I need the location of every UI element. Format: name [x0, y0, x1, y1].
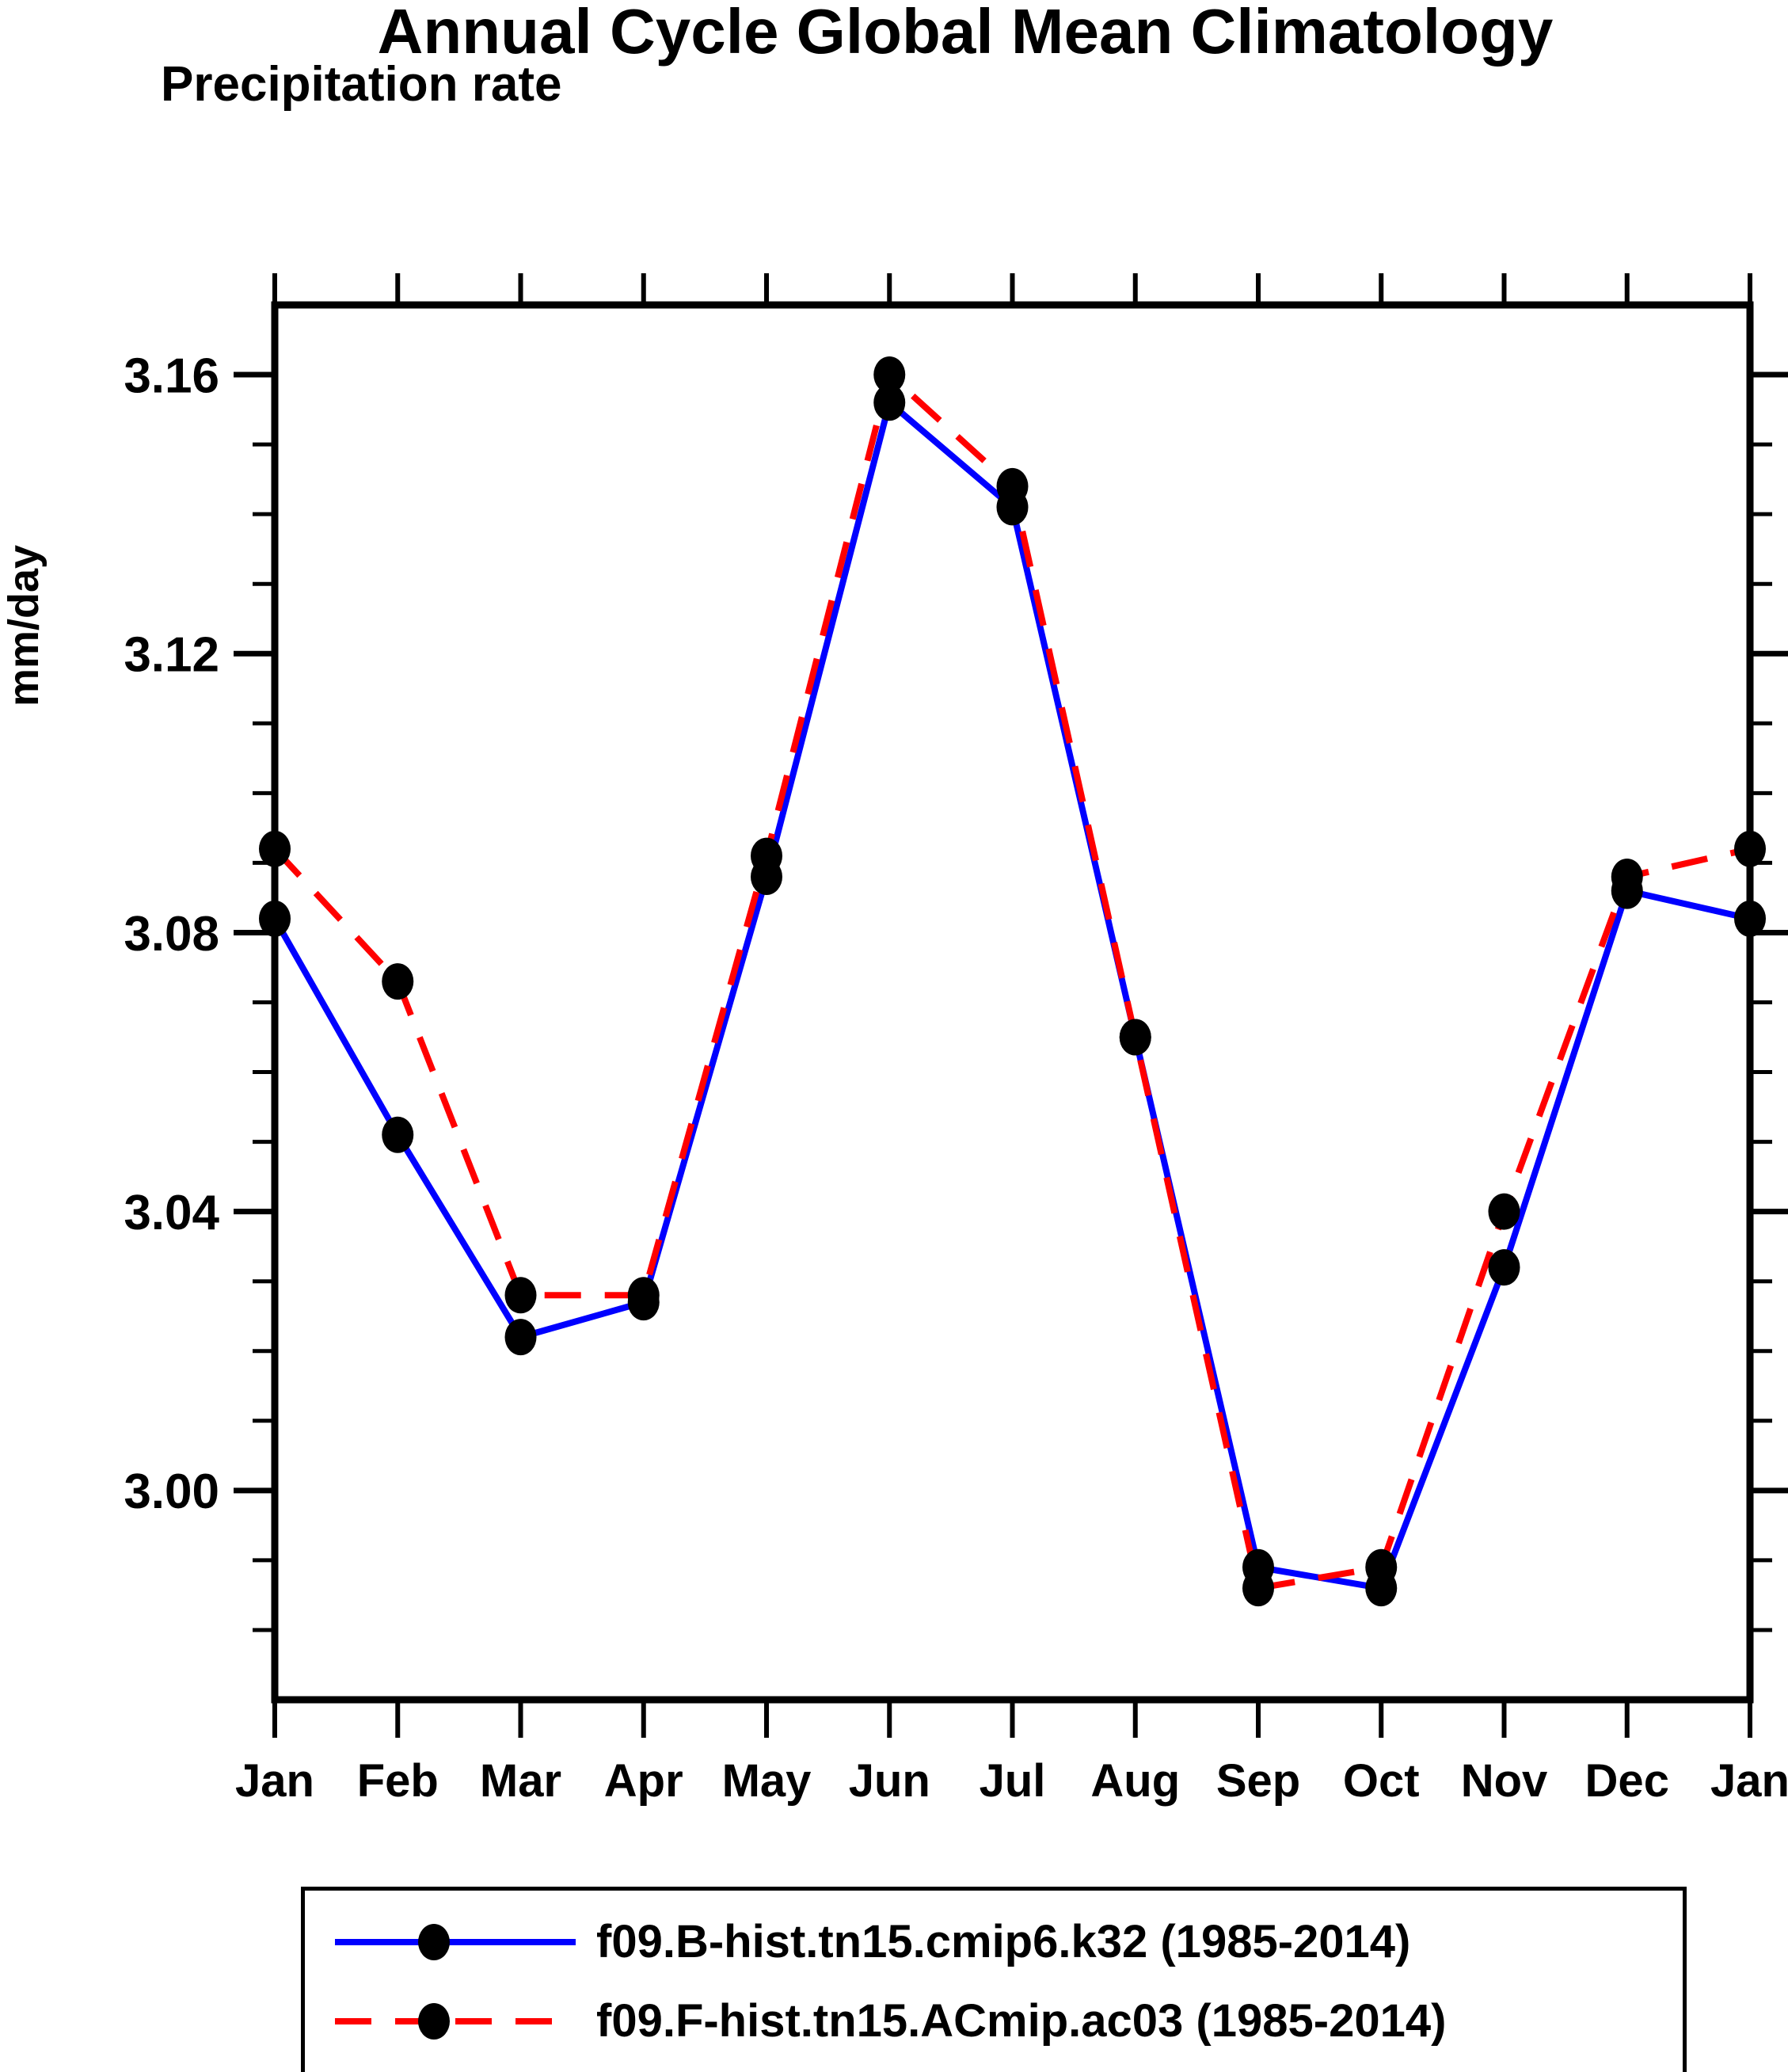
y-axis-tick-label: 3.12: [124, 628, 219, 683]
legend-line-sample-dashed: [335, 2003, 576, 2040]
x-axis-label: Oct: [1343, 1755, 1420, 1807]
legend-line-sample-solid: [335, 1924, 576, 1960]
data-point-marker-f-hist: [627, 1277, 660, 1314]
legend: f09.B-hist.tn15.cmip6.k32 (1985-2014) f0…: [301, 1887, 1687, 2072]
data-point-marker-f-hist: [1734, 830, 1766, 867]
data-point-marker-b-hist: [1488, 1249, 1520, 1286]
data-point-marker-f-hist: [873, 356, 906, 394]
series-line-b-hist: [272, 397, 1751, 1592]
data-point-marker-f-hist: [1119, 1019, 1151, 1056]
data-point-marker-b-hist: [873, 384, 906, 421]
legend-label-b-hist: f09.B-hist.tn15.cmip6.k32 (1985-2014): [596, 1916, 1411, 1967]
data-point-marker-f-hist: [751, 837, 782, 874]
x-axis-label: Apr: [604, 1755, 683, 1807]
x-axis-label: May: [722, 1755, 812, 1807]
chart-subtitle: Precipitation rate: [161, 57, 562, 112]
x-axis-label: Mar: [480, 1755, 561, 1807]
legend-label-f-hist: f09.F-hist.tn15.ACmip.ac03 (1985-2014): [596, 1995, 1447, 2047]
x-axis-label: Sep: [1216, 1755, 1300, 1807]
y-axis-tick-label: 3.00: [124, 1464, 219, 1519]
chart-title: Annual Cycle Global Mean Climatology: [377, 0, 1554, 67]
x-axis-label: Aug: [1090, 1755, 1180, 1807]
x-axis-label: Nov: [1461, 1755, 1548, 1807]
x-axis-label: Jan: [1710, 1755, 1788, 1807]
y-axis-tick-label: 3.16: [124, 349, 219, 403]
legend-sample-marker-dot: [418, 1924, 450, 1960]
x-axis-label: Jul: [980, 1755, 1046, 1807]
data-point-marker-f-hist: [1611, 859, 1643, 896]
data-point-marker-f-hist: [1488, 1193, 1520, 1230]
legend-sample-marker-dot: [418, 2003, 450, 2040]
data-point-marker-f-hist: [259, 830, 291, 867]
data-point-marker-b-hist: [259, 900, 291, 937]
x-axis-label: Feb: [357, 1755, 439, 1807]
x-axis-label: Jan: [235, 1755, 314, 1807]
legend-item-f-hist: f09.F-hist.tn15.ACmip.ac03 (1985-2014): [329, 1994, 1446, 2049]
x-axis-label: Dec: [1585, 1755, 1669, 1807]
data-point-marker-b-hist: [504, 1319, 537, 1356]
series-line-f-hist: [272, 368, 1751, 1592]
data-point-marker-f-hist: [504, 1277, 537, 1314]
y-axis-tick-label: 3.08: [124, 907, 219, 962]
y-axis-tick-label: 3.04: [124, 1186, 219, 1240]
data-point-marker-f-hist: [382, 963, 414, 1000]
data-point-marker-f-hist: [996, 467, 1029, 505]
data-point-marker-b-hist: [1734, 900, 1766, 937]
data-point-marker-b-hist: [382, 1116, 414, 1153]
data-point-marker-f-hist: [1242, 1570, 1274, 1607]
x-axis-label: Jun: [849, 1755, 930, 1807]
legend-item-b-hist: f09.B-hist.tn15.cmip6.k32 (1985-2014): [329, 1914, 1410, 1970]
data-point-marker-f-hist: [1365, 1548, 1398, 1586]
